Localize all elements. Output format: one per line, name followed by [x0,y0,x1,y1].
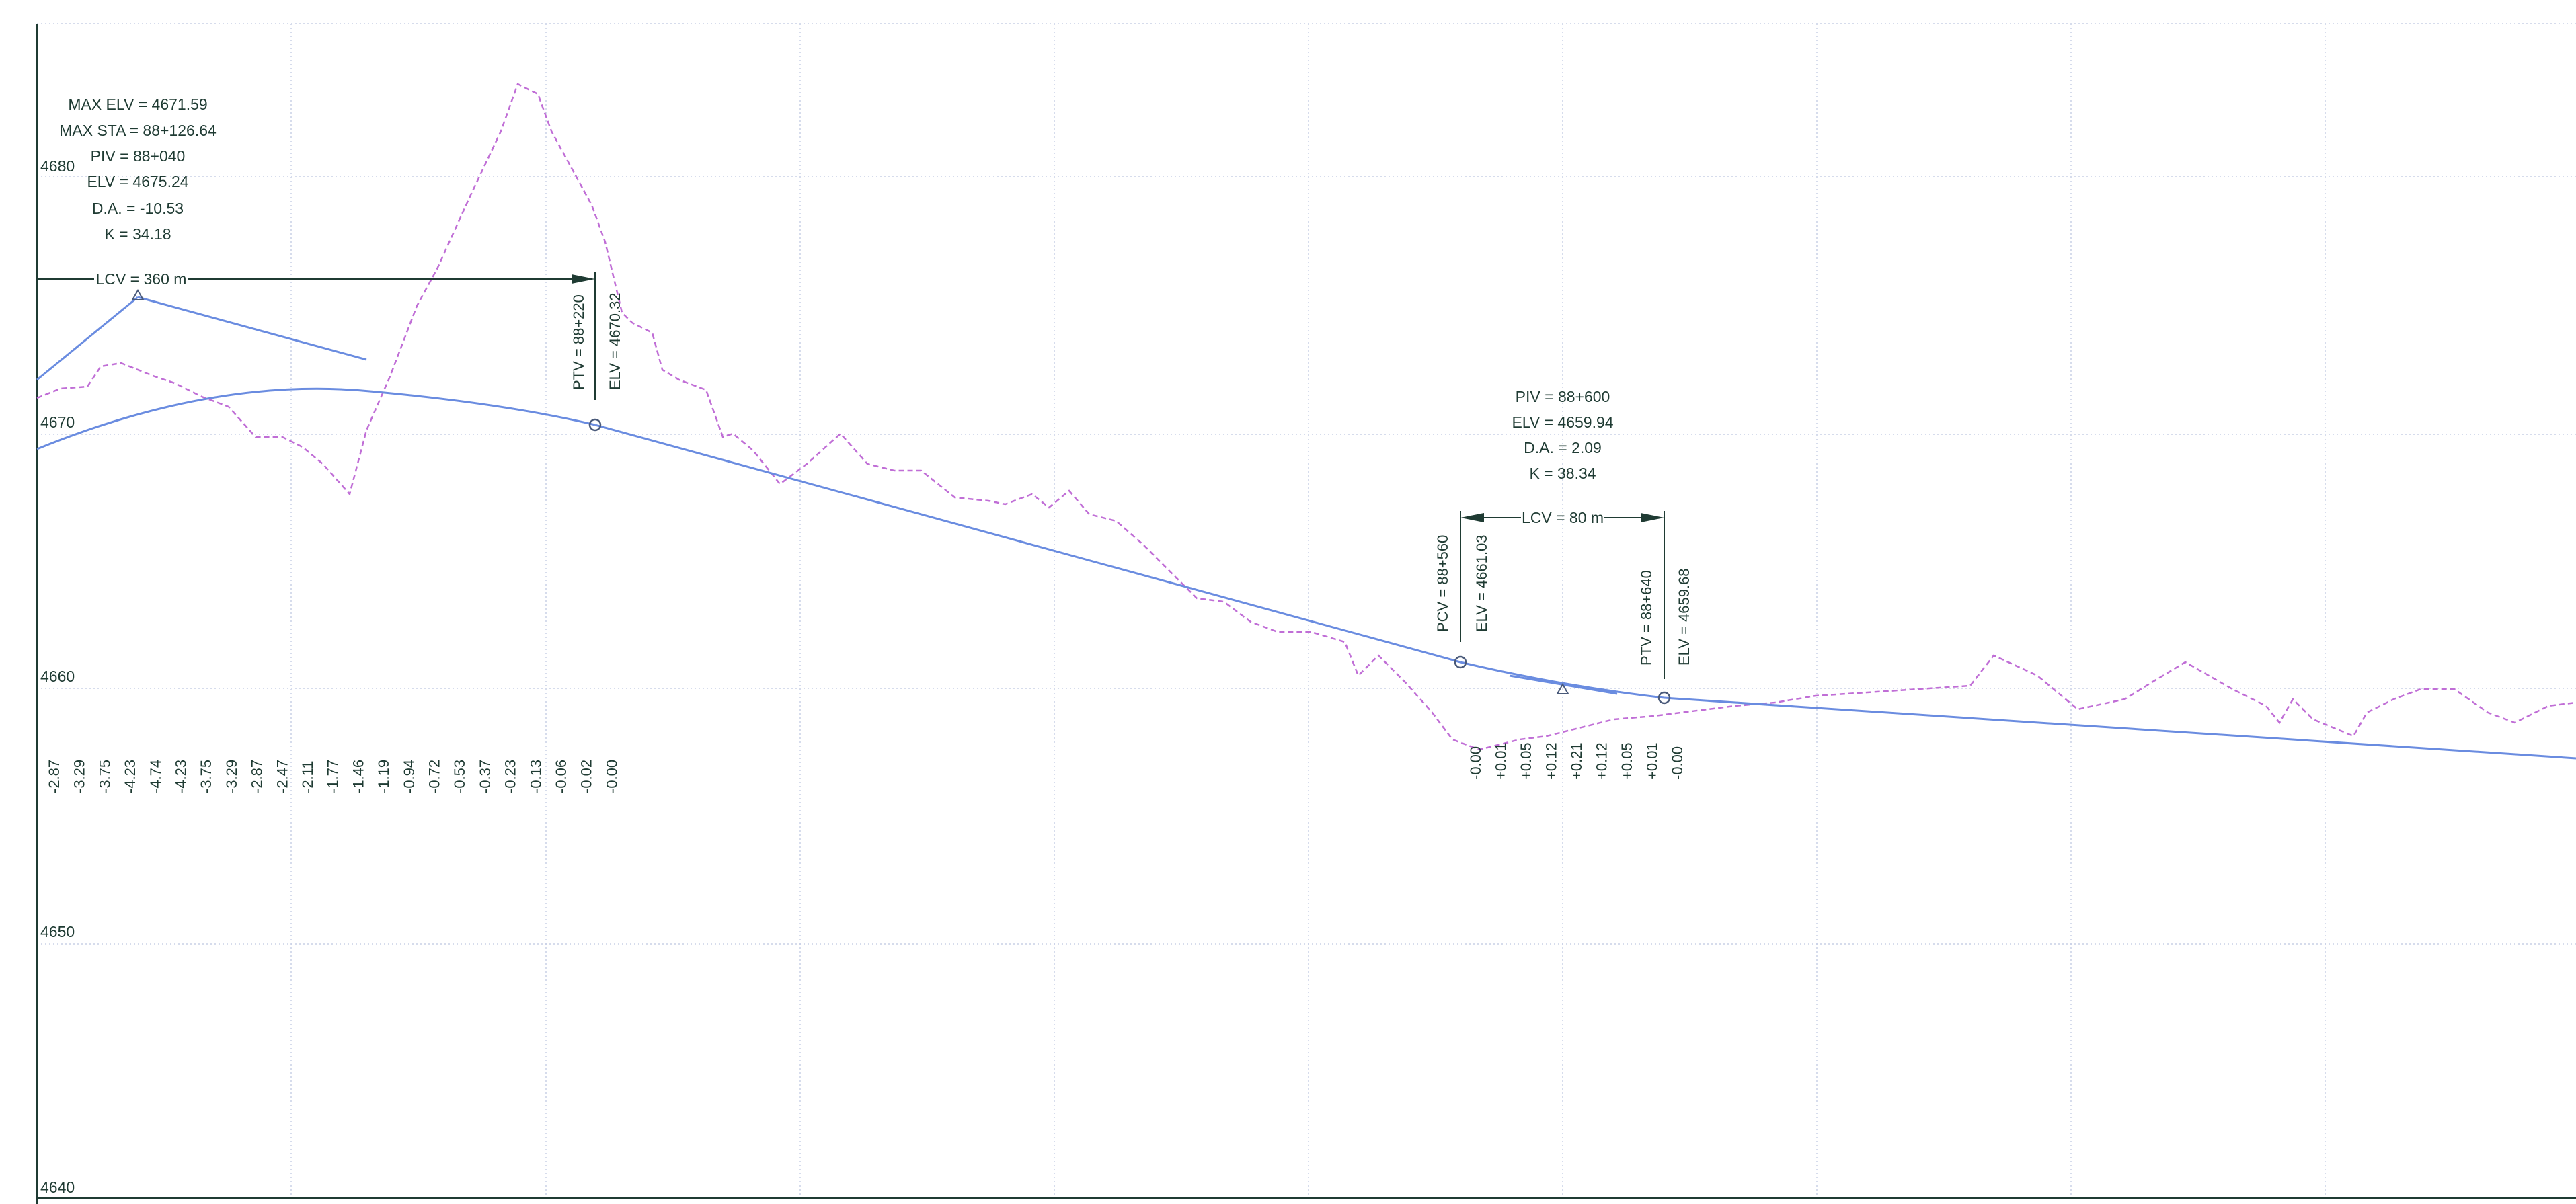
offset-label: -0.00 [1669,746,1686,780]
offset-label: -0.06 [553,760,570,793]
left-curve-annotation: MAX ELV = 4671.59 MAX STA = 88+126.64 PI… [37,95,623,400]
left-info-line: MAX ELV = 4671.59 [68,95,207,113]
piv-marker-right [1556,682,1569,694]
offset-label: -1.77 [325,760,342,793]
lcv-label-right: LCV = 80 m [1522,509,1604,526]
left-info-line: K = 34.18 [104,225,171,243]
offset-label: +0.12 [1543,742,1560,780]
ptv-marker-right [1657,691,1671,705]
grade-line-mid [594,424,1461,664]
offset-label: -0.53 [451,760,468,793]
ptv-marker-left [588,418,602,432]
pcv-elevation-right: ELV = 4661.03 [1473,534,1490,632]
offset-label: -2.11 [299,760,316,793]
ptv-station-left: PTV = 88+220 [570,294,587,390]
offset-label: -0.00 [1467,746,1484,780]
offset-label: -0.94 [401,760,418,793]
offset-label: -0.02 [578,760,595,793]
offset-label: -0.00 [603,760,620,793]
grid [36,23,2576,1204]
left-info-line: MAX STA = 88+126.64 [59,122,217,139]
pcv-station-right: PCV = 88+560 [1434,535,1451,632]
offset-label: -1.19 [375,760,392,793]
y-axis-label: 4660 [40,668,75,685]
offsets-right: -0.00 +0.01 +0.05 +0.12 +0.21 +0.12 +0.05 +0.01… [1467,742,1686,780]
offset-label: +0.01 [1644,742,1661,780]
lcv-label-left: LCV = 360 m [96,270,187,288]
offset-label: -2.87 [46,760,63,793]
lcv-arrow-left [572,274,595,284]
ptv-station-right: PTV = 88+640 [1638,570,1655,666]
offset-label: -4.23 [122,760,139,793]
offset-label: +0.01 [1493,742,1510,780]
left-info-line: D.A. = -10.53 [92,200,184,217]
y-axis-label: 4670 [40,413,75,431]
y-axis-label: 4680 [40,157,75,175]
offset-label: -3.75 [96,760,113,793]
left-tangent-line [36,296,139,381]
y-axis-label: 4650 [40,923,75,940]
grade-line-right [1664,696,2576,760]
offset-label: -1.46 [350,760,366,793]
offset-label: +0.05 [1518,742,1534,780]
offset-label: -4.74 [147,760,164,793]
offset-label: -3.75 [198,760,214,793]
y-axis-label: 4640 [40,1178,75,1196]
y-axis: 4680 4670 4660 4650 4640 [40,157,75,1196]
sag-vertical-curve [1460,661,1665,699]
right-info-line: D.A. = 2.09 [1524,439,1602,456]
offset-label: -0.13 [527,760,544,793]
lcv-arrow-right-start [1460,513,1484,522]
offsets-left: -2.87 -3.29 -3.75 -4.23 -4.74 -4.23 -3.75 -3.29… [46,760,620,793]
offset-label: -4.23 [173,760,190,793]
ptv-elevation-right: ELV = 4659.68 [1676,568,1692,666]
proposed-grade [36,288,2576,760]
left-info-line: PIV = 88+040 [91,147,186,165]
offset-label: -3.29 [71,760,88,793]
right-info-line: K = 38.34 [1529,465,1596,482]
offset-label: -2.47 [274,760,290,793]
pcv-marker-right [1454,655,1467,669]
offset-label: +0.05 [1618,742,1635,780]
existing-ground-line [36,83,2576,751]
left-info-line: ELV = 4675.24 [87,173,188,190]
lcv-arrow-right-end [1641,513,1664,522]
right-info-line: PIV = 88+600 [1516,388,1610,405]
offset-label: -3.29 [223,760,240,793]
crest-vertical-curve [36,387,596,450]
offset-label: -0.37 [477,760,494,793]
left-tangent-extension [137,296,367,361]
ptv-elevation-left: ELV = 4670.32 [607,292,623,390]
right-info-line: ELV = 4659.94 [1512,413,1613,431]
right-curve-annotation: PIV = 88+600 ELV = 4659.94 D.A. = 2.09 K… [1434,388,1692,679]
offset-label: +0.21 [1568,742,1585,780]
piv-marker-left [131,288,145,300]
offset-label: -2.87 [249,760,266,793]
offset-label: +0.12 [1594,742,1610,780]
offset-label: -0.72 [426,760,443,793]
offset-label: -0.23 [502,760,519,793]
